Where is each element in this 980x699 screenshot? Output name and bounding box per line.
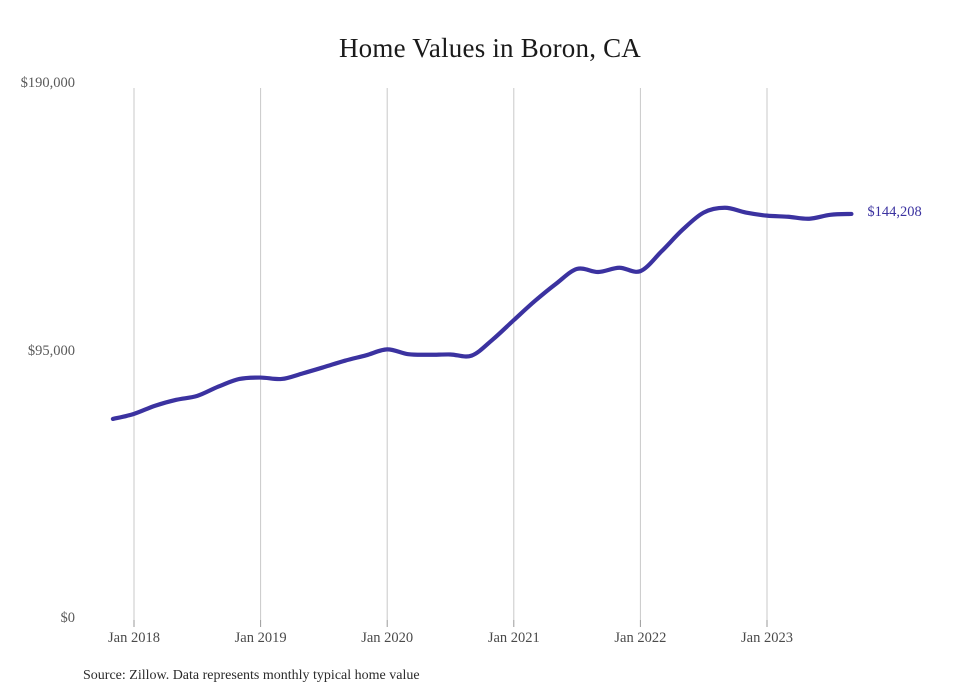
source-note: Source: Zillow. Data represents monthly … — [83, 668, 420, 683]
y-tick-label: $95,000 — [27, 342, 75, 359]
x-axis-tick-marks — [133, 620, 768, 627]
series-end-value-label: $144,208 — [867, 203, 922, 220]
x-tick-label: Jan 2020 — [361, 630, 414, 646]
home-value-line — [110, 205, 854, 422]
x-tick-label: Jan 2021 — [487, 630, 540, 646]
y-tick-label: $0 — [60, 610, 76, 626]
x-tick-label: Jan 2022 — [614, 630, 667, 646]
vertical-gridlines — [133, 88, 768, 620]
x-tick-label: Jan 2019 — [234, 630, 287, 646]
x-tick-label: Jan 2023 — [741, 630, 793, 646]
y-tick-label: $190,000 — [20, 75, 75, 91]
x-tick-label: Jan 2018 — [108, 630, 160, 646]
chart-title: Home Values in Boron, CA — [338, 33, 642, 63]
